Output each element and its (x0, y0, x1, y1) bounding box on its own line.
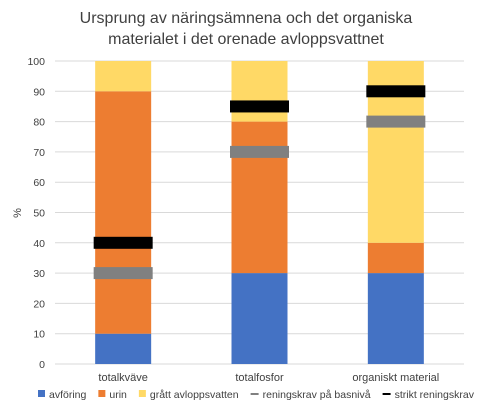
legend-label: reningskrav på basnivå (263, 389, 371, 401)
bar-segment-1 (367, 242, 424, 274)
y-tick-label: 20 (33, 298, 45, 310)
chart-title-line-1: Ursprung av näringsämnena och det organi… (80, 10, 413, 27)
y-tick-label: 10 (33, 329, 45, 341)
basic-requirement-marker (366, 115, 426, 128)
strict-requirement-marker (230, 100, 289, 113)
legend-swatch (98, 390, 106, 397)
category-label: totalkväve (98, 372, 148, 384)
y-tick-labels: 0 10 20 30 40 50 60 70 80 90 100 (27, 56, 45, 371)
bar-segment-2 (95, 61, 152, 92)
y-tick-label: 70 (33, 147, 45, 159)
y-axis-label: % (12, 208, 24, 218)
strict-requirement-marker (366, 85, 426, 98)
basic-requirement-marker (230, 145, 289, 158)
y-tick-label: 30 (33, 268, 45, 280)
legend-swatch (38, 390, 45, 397)
y-tick-label: 80 (33, 117, 45, 129)
y-tick-label: 50 (33, 208, 45, 220)
y-tick-label: 0 (39, 359, 45, 371)
legend-label: grått avloppsvatten (150, 389, 239, 401)
y-tick-label: 100 (27, 56, 45, 68)
bar-segment-1 (95, 91, 152, 334)
category-labels: totalkväve totalfosfor organiskt material (98, 372, 439, 384)
bar-segment-0 (367, 273, 424, 364)
legend: avföring urin grått avloppsvatten reningskr… (38, 389, 475, 401)
legend-label: avföring (49, 389, 87, 401)
basic-requirement-marker (93, 267, 153, 280)
category-label: organiskt material (352, 372, 439, 384)
bar-segment-0 (95, 333, 152, 364)
chart-title-line-2: materialet i det orenade avloppsvattnet (108, 31, 384, 48)
y-tick-label: 90 (33, 86, 45, 98)
bars (95, 61, 424, 364)
category-label: totalfosfor (235, 372, 284, 384)
y-tick-label: 40 (33, 238, 45, 250)
legend-swatch (138, 390, 146, 397)
legend-label: strikt reningskrav (395, 389, 475, 401)
bar-segment-2 (231, 61, 288, 122)
strict-requirement-marker (93, 236, 153, 249)
y-tick-label: 60 (33, 177, 45, 189)
requirement-markers (93, 85, 426, 280)
legend-label: urin (109, 389, 127, 401)
bar-segment-1 (231, 121, 288, 274)
bar-segment-0 (231, 273, 288, 364)
